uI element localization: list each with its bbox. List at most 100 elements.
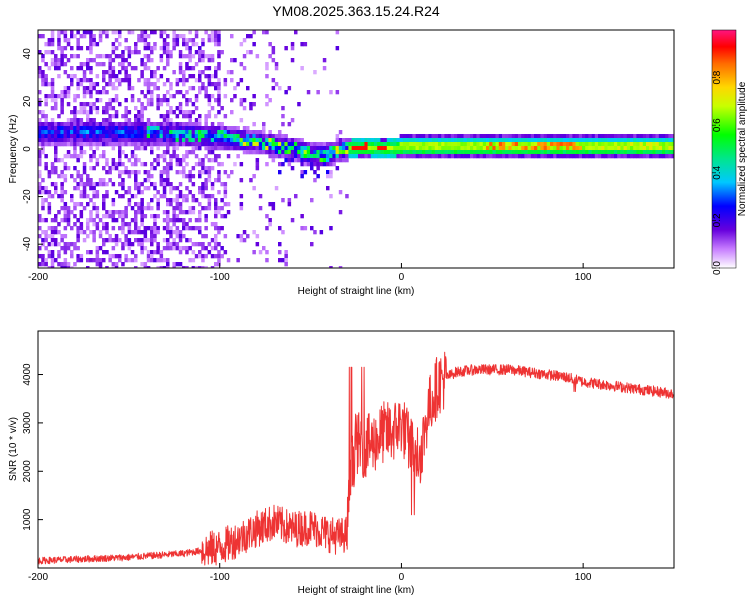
spectrogram-cell-833 [124,130,128,135]
spectrogram-cell-100 [47,130,52,135]
spectrogram-cell-1587 [201,266,205,268]
spectrogram-cell-1127 [156,86,160,91]
spectrogram-cell-2277 [399,146,404,151]
spectrogram-cell-803 [121,150,125,155]
spectrogram-cell-2007 [281,230,285,235]
spectrogram-cell-265 [63,190,68,195]
spectrogram-cell-1962 [271,86,276,91]
spectrogram-cell-769 [118,122,122,127]
spectrogram-cell-224 [60,126,64,131]
spectrogram-cell-40 [41,114,45,119]
spectrogram-cell-1468 [188,218,192,223]
spectrogram-cell-2688 [620,134,624,139]
spectrogram-cell-174 [54,182,58,187]
spectrogram-cell-465 [86,118,90,123]
spectrogram-cell-1630 [207,110,212,115]
spectrogram-cell-2081 [303,226,308,231]
spectrogram-cell-2198 [348,154,352,159]
spectrogram-cell-339 [73,114,77,119]
spectrogram-cell-1189 [162,118,167,123]
spectrogram-cell-747 [114,138,119,143]
spectrogram-cell-611 [102,78,106,83]
snr-y-tick-label-3: 4000 [22,363,33,386]
spectrogram-cell-1452 [188,110,192,115]
spectrogram-cell-311 [70,74,74,79]
spectrogram-cell-1681 [214,66,218,71]
spectrogram-cell-2777 [665,154,669,159]
spectrogram-cell-810 [121,210,125,215]
spectrogram-cell-2554 [546,150,551,155]
spectrogram-cell-520 [89,250,93,255]
spectrogram-cell-2262 [390,150,394,155]
spectrogram-cell-1686 [214,98,218,103]
spectrogram-cell-89 [44,246,48,251]
spectrogram-cell-706 [111,86,116,91]
spectrogram-cell-1371 [178,210,183,215]
spectrogram-cell-2291 [406,154,410,159]
spectrogram-cell-377 [76,142,80,147]
spectrogram-cell-1294 [172,130,176,135]
spectrogram-cell-1793 [226,202,231,207]
spectrogram-cell-163 [54,126,58,131]
spectrogram-cell-1246 [166,222,170,227]
spectrogram-cell-407 [79,138,84,143]
spectrogram-cell-1642 [207,174,212,179]
spectrogram-cell-1575 [201,166,205,171]
spectrogram-cell-1166 [159,134,164,139]
spectrogram-cell-324 [70,194,74,199]
spectrogram-cell-2289 [406,146,410,151]
spectrogram-cell-341 [73,122,77,127]
spectrogram-cell-2540 [540,142,544,147]
spectrogram-cell-1463 [188,174,192,179]
spectrogram-cell-1863 [246,86,250,91]
spectrogram-cell-290 [66,130,71,135]
spectrogram-cell-2037 [290,138,295,143]
spectrogram-cell-1184 [162,66,167,71]
spectrogram-cell-2668 [607,150,612,155]
spectrogram-cell-1105 [153,122,157,127]
spectrogram-cell-877 [127,238,132,243]
spectrogram-cell-589 [98,98,103,103]
spectrogram-cell-1486 [191,142,196,147]
spectrogram-cell-1315 [175,38,180,43]
spectrogram-cell-2664 [607,134,612,139]
spectrogram-cell-1519 [194,162,199,167]
spectrogram-cell-2140 [326,174,330,179]
spectrogram-cell-2758 [655,150,660,155]
spectrogram-cell-387 [76,230,80,235]
spectrogram-cell-1902 [255,142,260,147]
spectrogram-cell-547 [92,222,96,227]
spectrogram-cell-283 [66,86,71,91]
spectrogram-cell-926 [134,194,138,199]
spectrogram-cell-1602 [204,142,208,147]
spectrogram-cell-739 [114,94,119,99]
spectrogram-cell-507 [89,142,93,147]
spectrogram-cell-1252 [166,258,170,263]
spectrogram-cell-624 [102,154,106,159]
spectrogram-cell-2517 [527,146,532,151]
spectrogram-cell-2652 [601,134,605,139]
spectrogram-cell-2698 [623,150,628,155]
spectrogram-cell-2052 [294,194,298,199]
spectrogram-cell-554 [95,62,100,67]
spectrogram-cell-1988 [278,150,282,155]
spectrogram-cell-177 [54,214,58,219]
spectrogram-cell-2060 [300,42,304,47]
spectrogram-y-tick-label-3: 20 [22,95,33,107]
spectrogram-cell-871 [127,190,132,195]
spectrogram-cell-446 [82,170,87,175]
spectrogram-cell-1816 [233,142,237,147]
spectrogram-cell-1237 [166,170,170,175]
spectrogram-cell-1085 [150,174,154,179]
spectrogram-cell-2066 [300,154,304,159]
spectrogram-cell-862 [127,126,132,131]
spectrogram-cell-483 [86,266,90,268]
spectrogram-cell-2641 [594,138,599,143]
spectrogram-cell-2351 [438,154,442,159]
spectrogram-cell-829 [124,114,128,119]
spectrogram-cell-1109 [153,138,157,143]
spectrogram-cell-2487 [511,146,516,151]
spectrogram-cell-2122 [319,158,324,163]
spectrogram-cell-1176 [159,254,164,259]
